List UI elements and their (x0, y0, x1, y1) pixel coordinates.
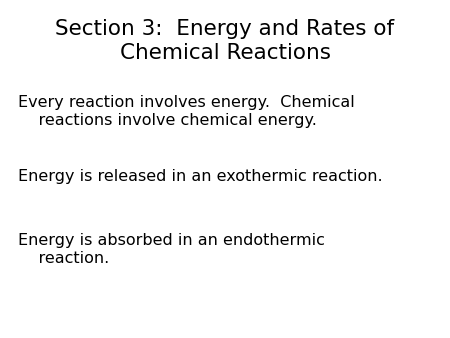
Text: Every reaction involves energy.  Chemical
    reactions involve chemical energy.: Every reaction involves energy. Chemical… (18, 95, 355, 128)
Text: Energy is released in an exothermic reaction.: Energy is released in an exothermic reac… (18, 169, 382, 184)
Text: Energy is absorbed in an endothermic
    reaction.: Energy is absorbed in an endothermic rea… (18, 233, 325, 266)
Text: Section 3:  Energy and Rates of
Chemical Reactions: Section 3: Energy and Rates of Chemical … (55, 19, 395, 63)
